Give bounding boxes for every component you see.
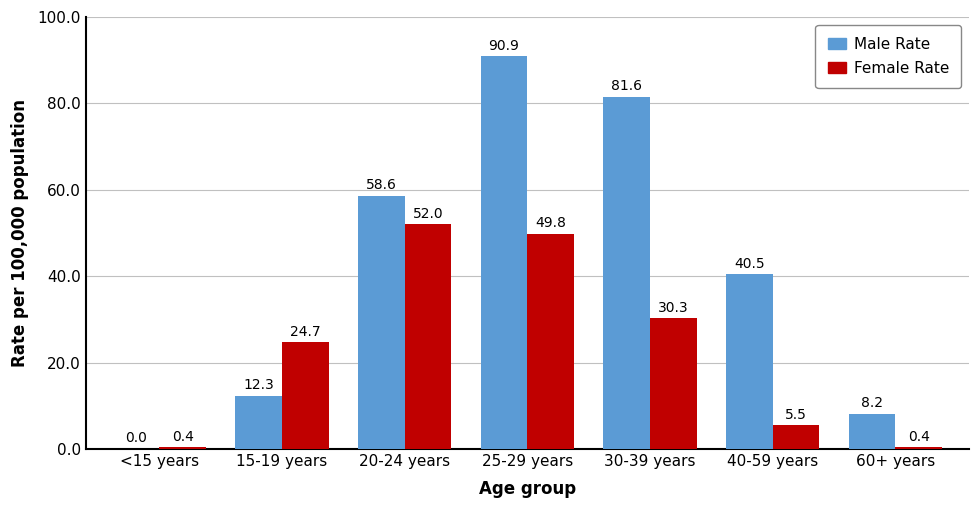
Legend: Male Rate, Female Rate: Male Rate, Female Rate — [815, 25, 961, 89]
Bar — [772, 425, 819, 449]
Bar — [235, 396, 282, 449]
Text: 90.9: 90.9 — [489, 39, 519, 53]
Bar — [650, 318, 697, 449]
Text: 8.2: 8.2 — [861, 396, 883, 410]
X-axis label: Age group: Age group — [478, 480, 576, 498]
Text: 12.3: 12.3 — [243, 378, 274, 392]
Text: 24.7: 24.7 — [290, 325, 320, 339]
Text: 58.6: 58.6 — [366, 179, 397, 192]
Text: 49.8: 49.8 — [535, 216, 566, 231]
Text: 30.3: 30.3 — [658, 301, 689, 315]
Text: 5.5: 5.5 — [785, 408, 807, 422]
Text: 0.4: 0.4 — [172, 430, 193, 444]
Text: 52.0: 52.0 — [413, 207, 443, 221]
Bar — [480, 56, 527, 449]
Bar — [604, 97, 650, 449]
Bar — [726, 274, 772, 449]
Bar — [282, 342, 328, 449]
Y-axis label: Rate per 100,000 population: Rate per 100,000 population — [11, 99, 29, 367]
Bar — [160, 447, 206, 449]
Bar — [358, 196, 405, 449]
Text: 81.6: 81.6 — [612, 79, 642, 93]
Text: 0.0: 0.0 — [125, 432, 147, 445]
Bar — [405, 224, 451, 449]
Text: 40.5: 40.5 — [734, 257, 764, 271]
Text: 0.4: 0.4 — [907, 430, 930, 444]
Bar — [896, 447, 942, 449]
Bar — [527, 234, 574, 449]
Bar — [849, 413, 896, 449]
